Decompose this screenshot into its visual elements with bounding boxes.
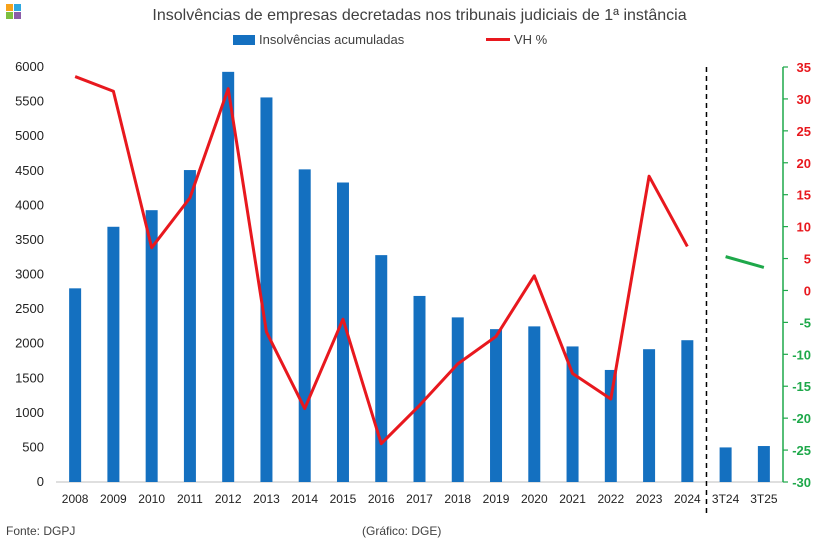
source-note: Fonte: DGPJ — [6, 524, 76, 538]
x-tick-label: 2019 — [483, 492, 510, 506]
y2-tick-label: -20 — [792, 411, 811, 426]
bar — [222, 71, 235, 482]
y-tick-label: 1000 — [15, 405, 44, 420]
y-tick-label: 2500 — [15, 301, 44, 316]
bar — [413, 295, 426, 482]
bar — [451, 317, 464, 482]
y2-tick-label: -15 — [792, 379, 811, 394]
y2-tick-label: 35 — [797, 60, 811, 75]
y2-tick-label: 25 — [797, 124, 811, 139]
legend-line-swatch — [486, 38, 510, 41]
legend-bar-swatch — [233, 34, 255, 45]
x-tick-label: 2017 — [406, 492, 433, 506]
y2-tick-label: 20 — [797, 156, 811, 171]
y2-tick-label: -30 — [792, 475, 811, 490]
bar — [145, 210, 158, 483]
y2-tick-label: 0 — [804, 283, 811, 298]
y-tick-label: 4500 — [15, 163, 44, 178]
credit-note: (Gráfico: DGE) — [362, 524, 442, 538]
x-tick-label: 2022 — [597, 492, 624, 506]
x-tick-label: 2016 — [368, 492, 395, 506]
x-tick-label: 2012 — [215, 492, 242, 506]
bar — [490, 329, 503, 482]
bar — [604, 369, 617, 482]
y2-tick-label: 10 — [797, 220, 811, 235]
y2-tick-label: -10 — [792, 347, 811, 362]
y2-tick-label: -5 — [799, 315, 811, 330]
x-tick-label: 2008 — [62, 492, 89, 506]
bar — [183, 170, 196, 482]
bar — [336, 182, 349, 482]
y-tick-label: 3000 — [15, 267, 44, 282]
y2-tick-label: 30 — [797, 92, 811, 107]
legend-item-bars: Insolvências acumuladas — [233, 32, 404, 47]
x-tick-label: 2020 — [521, 492, 548, 506]
y-tick-label: 500 — [22, 439, 44, 454]
bar — [681, 340, 694, 482]
bar — [69, 288, 82, 482]
y-tick-label: 2000 — [15, 336, 44, 351]
y2-tick-label: -25 — [792, 443, 811, 458]
y-tick-label: 6000 — [15, 59, 44, 74]
legend-bar-label: Insolvências acumuladas — [259, 32, 405, 47]
y2-tick-label: 15 — [797, 188, 811, 203]
y2-tick-label: 5 — [804, 252, 811, 267]
y-tick-label: 5500 — [15, 94, 44, 109]
bar — [643, 349, 656, 482]
legend-line-label: VH % — [514, 32, 548, 47]
vh-line-series — [74, 75, 689, 446]
x-tick-label: 2010 — [138, 492, 165, 506]
bar — [375, 255, 388, 482]
x-tick-label: 2009 — [100, 492, 127, 506]
x-tick-label: 3T24 — [712, 492, 740, 506]
y-tick-label: 0 — [37, 474, 44, 489]
chart-title: Insolvências de empresas decretadas nos … — [152, 7, 687, 24]
legend-item-line: VH % — [486, 32, 547, 47]
x-tick-label: 2014 — [291, 492, 318, 506]
x-tick-label: 2021 — [559, 492, 586, 506]
x-tick-label: 2018 — [444, 492, 471, 506]
dge-logo-icon — [6, 4, 22, 20]
x-tick-label: 2024 — [674, 492, 701, 506]
bar — [757, 446, 770, 482]
bar — [298, 169, 311, 482]
x-tick-label: 2023 — [636, 492, 663, 506]
y-tick-label: 3500 — [15, 232, 44, 247]
x-tick-label: 2015 — [330, 492, 357, 506]
bar — [719, 447, 732, 482]
bar — [566, 346, 579, 482]
y-tick-label: 1500 — [15, 370, 44, 385]
y-tick-label: 4000 — [15, 197, 44, 212]
y-tick-label: 5000 — [15, 128, 44, 143]
x-tick-label: 3T25 — [750, 492, 778, 506]
bar — [107, 226, 120, 482]
x-tick-label: 2011 — [177, 492, 203, 506]
x-tick-label: 2013 — [253, 492, 280, 506]
vh-quarter-line-series — [725, 255, 765, 269]
bar — [260, 97, 273, 482]
bar — [528, 326, 541, 482]
